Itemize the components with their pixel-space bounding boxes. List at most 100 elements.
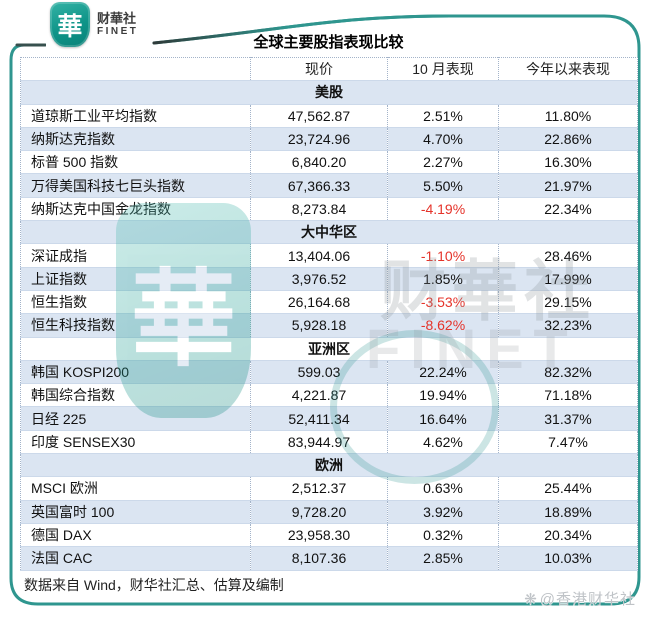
- index-value: 2.85%: [387, 546, 499, 571]
- section-header: 大中华区: [20, 220, 638, 245]
- index-name: 恒生指数: [20, 290, 251, 315]
- index-value: 71.18%: [498, 383, 638, 408]
- section-header-row: 亚洲区: [20, 337, 638, 361]
- index-value: -1.10%: [387, 243, 499, 268]
- column-header-ytd: 今年以来表现: [498, 57, 638, 82]
- index-name: 德国 DAX: [20, 523, 251, 548]
- section-header-row: 美股: [20, 80, 638, 105]
- index-table-container: 现价 10 月表现 今年以来表现 美股 道琼斯工业平均指数 47,562.87 2.5…: [20, 57, 638, 571]
- section-header: 欧洲: [20, 453, 638, 478]
- index-value: 5,928.18: [250, 313, 388, 338]
- index-name: 纳斯达克指数: [20, 127, 251, 152]
- index-value: 8,107.36: [250, 546, 388, 571]
- index-value: 16.30%: [498, 150, 638, 175]
- index-name: 上证指数: [20, 267, 251, 291]
- table-row: MSCI 欧洲 2,512.37 0.63% 25.44%: [20, 476, 638, 501]
- column-header-blank: [20, 57, 251, 82]
- index-value: 47,562.87: [250, 104, 388, 128]
- index-value: 10.03%: [498, 546, 638, 571]
- table-row: 日经 225 52,411.34 16.64% 31.37%: [20, 406, 638, 431]
- data-source-note: 数据来自 Wind，财华社汇总、估算及编制: [24, 577, 284, 593]
- index-value: 25.44%: [498, 476, 638, 501]
- index-value: 23,958.30: [250, 523, 388, 548]
- index-value: 8,273.84: [250, 197, 388, 222]
- index-value: 21.97%: [498, 173, 638, 198]
- index-name: 法国 CAC: [20, 546, 251, 571]
- finet-shield-icon: 華: [50, 2, 90, 47]
- index-value: 23,724.96: [250, 127, 388, 152]
- index-name: 韩国综合指数: [20, 383, 251, 408]
- index-value: 11.80%: [498, 104, 638, 128]
- index-value: 29.15%: [498, 290, 638, 315]
- index-value: 2.51%: [387, 104, 499, 128]
- index-value: 22.34%: [498, 197, 638, 222]
- index-value: 28.46%: [498, 243, 638, 268]
- index-value: 2,512.37: [250, 476, 388, 501]
- column-header-price: 现价: [250, 57, 388, 82]
- index-value: 6,840.20: [250, 150, 388, 175]
- index-value: 3.92%: [387, 500, 499, 524]
- credit-text: @香港财华社: [539, 591, 636, 608]
- index-value: 4,221.87: [250, 383, 388, 408]
- index-value: 32.23%: [498, 313, 638, 338]
- index-name: 韩国 KOSPI200: [20, 360, 251, 385]
- index-value: 26,164.68: [250, 290, 388, 315]
- brand-text: 财華社 FINET: [97, 10, 138, 37]
- index-name: 万得美国科技七巨头指数: [20, 173, 251, 198]
- index-name: 纳斯达克中国金龙指数: [20, 197, 251, 222]
- index-value: 13,404.06: [250, 243, 388, 268]
- index-name: 道琼斯工业平均指数: [20, 104, 251, 128]
- index-value: 5.50%: [387, 173, 499, 198]
- index-value: 7.47%: [498, 430, 638, 455]
- index-value: 18.89%: [498, 500, 638, 524]
- column-header-october: 10 月表现: [387, 57, 499, 82]
- table-row: 标普 500 指数 6,840.20 2.27% 16.30%: [20, 150, 638, 175]
- table-row: 上证指数 3,976.52 1.85% 17.99%: [20, 267, 638, 291]
- index-value: -3.53%: [387, 290, 499, 315]
- index-name: 标普 500 指数: [20, 150, 251, 175]
- credit-watermark: ❋ @香港财华社: [524, 588, 636, 609]
- index-value: 22.24%: [387, 360, 499, 385]
- index-value: -8.62%: [387, 313, 499, 338]
- index-value: 1.85%: [387, 267, 499, 291]
- index-value: 599.03: [250, 360, 388, 385]
- index-value: 20.34%: [498, 523, 638, 548]
- index-name: 印度 SENSEX30: [20, 430, 251, 455]
- index-value: 4.70%: [387, 127, 499, 152]
- table-row: 万得美国科技七巨头指数 67,366.33 5.50% 21.97%: [20, 173, 638, 198]
- index-name: MSCI 欧洲: [20, 476, 251, 501]
- brand-name-cn: 财華社: [97, 10, 137, 26]
- index-value: 82.32%: [498, 360, 638, 385]
- index-value: 19.94%: [387, 383, 499, 408]
- index-value: 2.27%: [387, 150, 499, 175]
- index-value: 31.37%: [498, 406, 638, 431]
- table-row: 德国 DAX 23,958.30 0.32% 20.34%: [20, 523, 638, 548]
- table-row: 英国富时 100 9,728.20 3.92% 18.89%: [20, 500, 638, 524]
- index-value: 4.62%: [387, 430, 499, 455]
- index-name: 深证成指: [20, 243, 251, 268]
- index-name: 恒生科技指数: [20, 313, 251, 338]
- table-row: 韩国 KOSPI200 599.03 22.24% 82.32%: [20, 360, 638, 385]
- index-value: 67,366.33: [250, 173, 388, 198]
- table-row: 道琼斯工业平均指数 47,562.87 2.51% 11.80%: [20, 104, 638, 128]
- table-row: 纳斯达克中国金龙指数 8,273.84 -4.19% 22.34%: [20, 197, 638, 222]
- index-value: -4.19%: [387, 197, 499, 222]
- index-value: 17.99%: [498, 267, 638, 291]
- column-header-row: 现价 10 月表现 今年以来表现: [20, 57, 638, 82]
- table-row: 深证成指 13,404.06 -1.10% 28.46%: [20, 243, 638, 268]
- table-row: 法国 CAC 8,107.36 2.85% 10.03%: [20, 546, 638, 571]
- index-value: 83,944.97: [250, 430, 388, 455]
- index-value: 52,411.34: [250, 406, 388, 431]
- index-table: 现价 10 月表现 今年以来表现 美股 道琼斯工业平均指数 47,562.87 2.5…: [20, 57, 638, 571]
- index-value: 22.86%: [498, 127, 638, 152]
- section-header: 美股: [20, 80, 638, 105]
- index-name: 英国富时 100: [20, 500, 251, 524]
- table-row: 纳斯达克指数 23,724.96 4.70% 22.86%: [20, 127, 638, 152]
- section-header: 亚洲区: [20, 337, 638, 361]
- index-value: 0.32%: [387, 523, 499, 548]
- index-table-body: 美股 道琼斯工业平均指数 47,562.87 2.51% 11.80% 纳斯达克指数 23,…: [20, 80, 638, 571]
- index-value: 0.63%: [387, 476, 499, 501]
- section-header-row: 欧洲: [20, 453, 638, 478]
- table-row: 韩国综合指数 4,221.87 19.94% 71.18%: [20, 383, 638, 408]
